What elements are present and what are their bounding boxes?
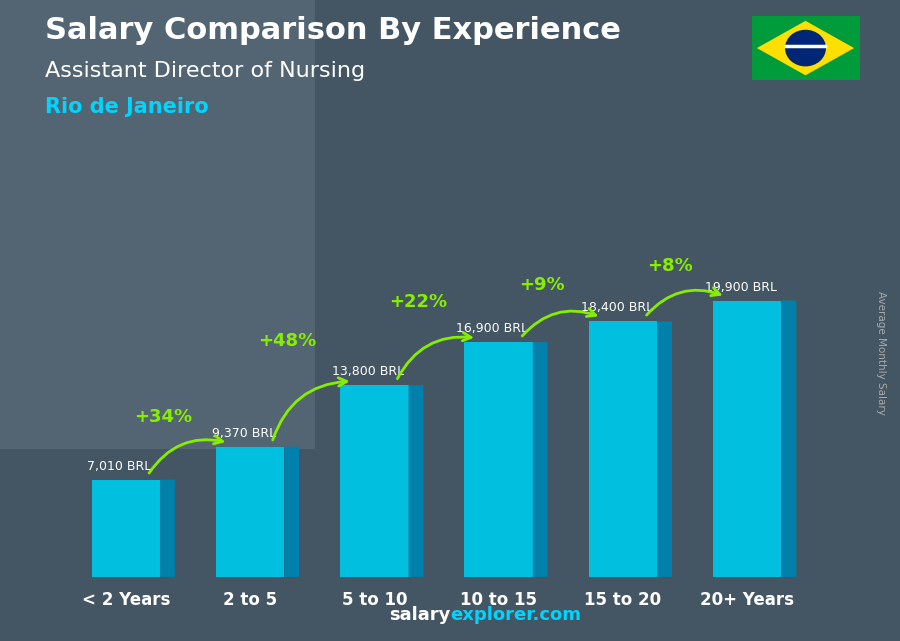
- Text: +34%: +34%: [134, 408, 192, 426]
- Text: 19,900 BRL: 19,900 BRL: [705, 281, 777, 294]
- Text: 18,400 BRL: 18,400 BRL: [580, 301, 652, 315]
- Text: 16,900 BRL: 16,900 BRL: [456, 322, 528, 335]
- Text: Rio de Janeiro: Rio de Janeiro: [45, 97, 209, 117]
- Polygon shape: [284, 447, 299, 577]
- Text: 7,010 BRL: 7,010 BRL: [87, 460, 152, 472]
- Polygon shape: [160, 479, 175, 577]
- Text: +48%: +48%: [258, 332, 317, 350]
- Circle shape: [786, 30, 825, 66]
- Text: 9,370 BRL: 9,370 BRL: [212, 427, 276, 440]
- Polygon shape: [657, 321, 672, 577]
- Text: explorer.com: explorer.com: [450, 606, 581, 624]
- Polygon shape: [533, 342, 548, 577]
- FancyBboxPatch shape: [589, 321, 657, 577]
- FancyBboxPatch shape: [713, 301, 781, 577]
- Bar: [0, 0, 315, 449]
- Text: 13,800 BRL: 13,800 BRL: [332, 365, 404, 378]
- Text: +22%: +22%: [389, 293, 447, 311]
- Text: +9%: +9%: [519, 276, 565, 294]
- Polygon shape: [409, 385, 423, 577]
- Text: +8%: +8%: [647, 257, 693, 275]
- Text: Assistant Director of Nursing: Assistant Director of Nursing: [45, 61, 365, 81]
- Polygon shape: [757, 21, 854, 75]
- FancyBboxPatch shape: [216, 447, 284, 577]
- Text: Salary Comparison By Experience: Salary Comparison By Experience: [45, 16, 621, 45]
- Polygon shape: [781, 301, 797, 577]
- FancyBboxPatch shape: [340, 385, 409, 577]
- FancyBboxPatch shape: [464, 342, 533, 577]
- Text: salary: salary: [389, 606, 450, 624]
- FancyBboxPatch shape: [92, 479, 160, 577]
- Text: Average Monthly Salary: Average Monthly Salary: [877, 290, 886, 415]
